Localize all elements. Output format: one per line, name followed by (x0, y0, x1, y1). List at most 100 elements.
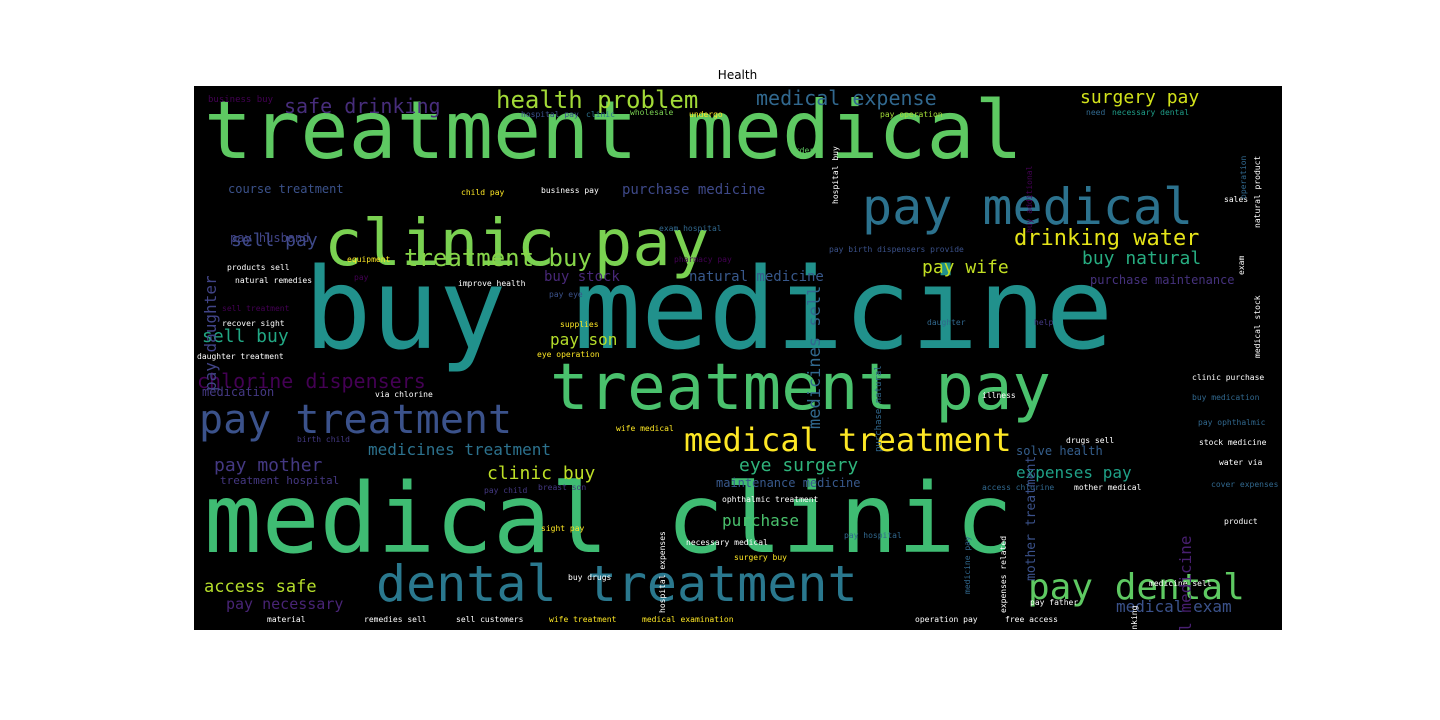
cloud-word: need (1086, 108, 1106, 117)
cloud-word: medicines sell (805, 285, 825, 429)
cloud-word: chlorine dispensers (197, 369, 426, 393)
cloud-word: drugs sell (1066, 436, 1115, 445)
cloud-word: recover sight (222, 319, 285, 328)
cloud-word: pay (354, 273, 369, 282)
cloud-word: sales (1224, 195, 1249, 204)
cloud-word: clinic (586, 110, 615, 119)
cloud-word: daughter (927, 318, 966, 327)
cloud-word: operation pay (915, 615, 978, 624)
cloud-word: herbal medicine (1176, 535, 1195, 631)
cloud-word: hospital pay (521, 110, 579, 119)
cloud-word: equipment (347, 255, 391, 264)
cloud-word: buy stock (544, 269, 620, 285)
cloud-word: sell pay (231, 230, 318, 251)
cloud-word: expenses pay (1016, 463, 1132, 482)
cloud-word: mother treatment (1024, 455, 1039, 581)
cloud-word: medical examination (642, 615, 734, 624)
cloud-word: medical expense (756, 86, 937, 110)
cloud-word: necessary dental (1112, 108, 1190, 117)
cloud-word: medical treatment (684, 421, 1012, 459)
cloud-word: pay operation (880, 110, 943, 119)
cloud-word: dental treatment (376, 555, 858, 613)
cloud-word: natural remedies (235, 276, 313, 285)
cloud-word: order (790, 146, 815, 155)
cloud-word: sight pay (541, 524, 585, 533)
cloud-word: via chlorine (375, 390, 433, 399)
cloud-word: sell treatment (222, 304, 290, 313)
cloud-word: sell buy (202, 326, 289, 347)
cloud-word: access chlorine (982, 483, 1055, 492)
cloud-word: expenses related (999, 535, 1008, 613)
cloud-word: pay daughter (201, 275, 220, 392)
cloud-word: purchase natural (874, 365, 884, 453)
cloud-word: medical exam (1116, 597, 1232, 616)
cloud-word: maintenance medicine (716, 476, 861, 490)
cloud-word: exam (1237, 255, 1246, 276)
cloud-word: daughter treatment (197, 352, 284, 361)
cloud-word: wife treatment (549, 615, 617, 624)
cloud-word: cover expenses (1211, 480, 1279, 489)
cloud-word: business pay (541, 186, 599, 195)
cloud-word: pay dental (1028, 567, 1245, 608)
cloud-word: pay child (484, 486, 528, 495)
cloud-word: purchase (722, 511, 800, 530)
cloud-word: pay treatment (199, 397, 513, 443)
cloud-word: business buy (208, 95, 274, 105)
cloud-word: buy natural (1082, 248, 1202, 269)
cloud-word: exam hospital (659, 224, 722, 233)
cloud-word: treatment buy (404, 244, 592, 272)
cloud-word: improve health (458, 279, 526, 288)
cloud-word: buy medication (1192, 393, 1260, 402)
cloud-word: free access (1005, 615, 1058, 624)
cloud-word: pay ophthalmic (1198, 418, 1266, 427)
cloud-word: pay eye (549, 290, 583, 299)
cloud-word: medicine pay (963, 535, 972, 594)
cloud-word: wife medical (616, 424, 674, 433)
cloud-word: access safe (204, 577, 317, 597)
cloud-word: treatment medical (204, 86, 1023, 177)
cloud-word: remedies sell (364, 615, 427, 624)
cloud-word: operation (1239, 155, 1248, 200)
cloud-word: health problem (496, 86, 699, 114)
cloud-word: pay son (550, 330, 618, 349)
cloud-word: natural product (1253, 155, 1262, 228)
cloud-word: undergo (689, 110, 723, 119)
word-cloud: treatment medical buy medicine medical cli… (194, 86, 1282, 630)
cloud-word: medicine sell (1149, 579, 1212, 588)
cloud-word: surgery buy (734, 553, 787, 562)
cloud-word: help (1034, 318, 1054, 327)
cloud-word: pharmacy pay (674, 255, 732, 264)
cloud-word: necessary medical (686, 538, 768, 547)
cloud-word: buy drugs (568, 573, 612, 582)
cloud-word: purchase medicine (622, 182, 766, 198)
cloud-word: eye surgery (739, 455, 859, 476)
cloud-word: wholesale (630, 108, 674, 117)
cloud-word: stock medicine (1199, 438, 1267, 447)
cloud-word: buy medicine (304, 245, 1114, 375)
cloud-word: material (267, 615, 306, 624)
cloud-word: medication (202, 385, 275, 399)
cloud-word: medical clinic (204, 463, 1014, 575)
cloud-word: mother medical (1074, 483, 1142, 492)
cloud-word: drinking water (1014, 226, 1200, 251)
cloud-word: surgery pay (1080, 87, 1200, 108)
cloud-word: medicines treatment (368, 440, 552, 459)
cloud-word: purchase maintenance (1090, 273, 1235, 287)
cloud-word: product (1224, 517, 1258, 526)
cloud-word: clinic purchase (1192, 373, 1265, 382)
cloud-word: hospital expenses (658, 530, 667, 613)
cloud-word: illness (982, 391, 1016, 400)
cloud-word: pay mother (214, 455, 323, 476)
cloud-word: pay birth dispensers provide (829, 245, 964, 254)
cloud-word: solve health (1016, 444, 1103, 458)
cloud-word: natural medicine (689, 269, 824, 285)
cloud-word: treat drinking (1130, 606, 1139, 630)
cloud-word: course treatment (228, 182, 344, 196)
cloud-word: pay medical (862, 178, 1194, 236)
cloud-word: water via (1219, 458, 1263, 467)
cloud-word: safe drinking (284, 94, 441, 118)
cloud-word: pay father (1030, 598, 1079, 607)
cloud-word: pay hospital (844, 531, 902, 540)
cloud-word: pay wife (922, 257, 1009, 278)
cloud-word: products sell (227, 263, 290, 272)
